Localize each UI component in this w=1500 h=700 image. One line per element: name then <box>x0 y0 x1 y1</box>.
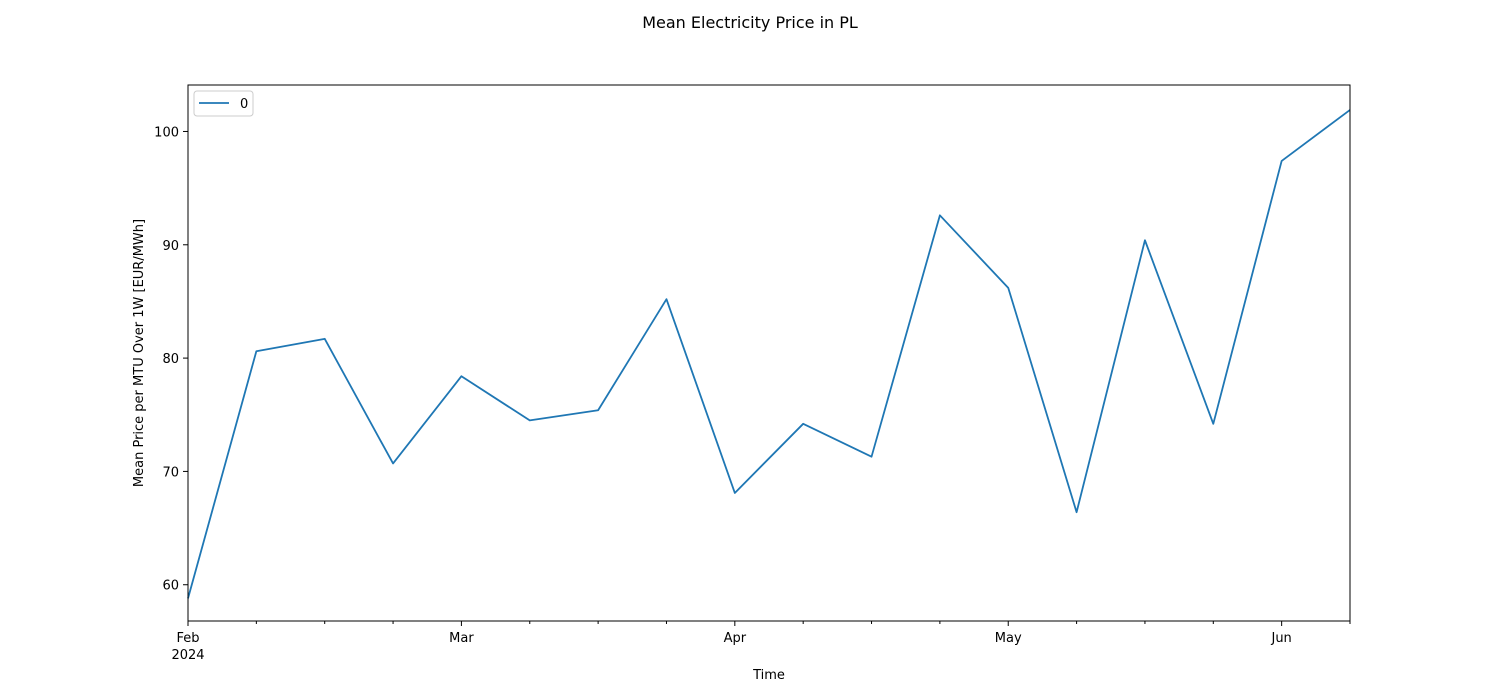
series-line <box>187 109 1351 599</box>
data-point <box>1144 239 1146 241</box>
data-point <box>1281 160 1283 162</box>
data-point <box>597 409 599 411</box>
x-tick-label: May <box>995 631 1022 646</box>
data-point <box>665 298 667 300</box>
y-tick-label: 100 <box>154 125 179 140</box>
data-point <box>460 375 462 377</box>
y-tick-label: 90 <box>162 239 179 254</box>
x-tick-label: Feb <box>176 631 199 646</box>
data-point <box>1212 423 1214 425</box>
plot-area: 60 70 80 90 100 Feb 2024 Mar Apr May Jun <box>154 109 1351 663</box>
data-point <box>734 492 736 494</box>
data-point <box>529 419 531 421</box>
data-point <box>1076 511 1078 513</box>
legend-label: 0 <box>240 97 248 112</box>
x-tick-label: Jun <box>1270 631 1291 646</box>
legend: 0 <box>193 90 254 117</box>
data-point <box>255 350 257 352</box>
data-point <box>939 214 941 216</box>
y-axis-label: Mean Price per MTU Over 1W [EUR/MWh] <box>132 219 147 487</box>
chart-title: Mean Electricity Price in PL <box>642 13 858 32</box>
data-point <box>392 462 394 464</box>
y-tick-label: 70 <box>162 465 179 480</box>
y-tick-label: 80 <box>162 352 179 367</box>
data-point <box>802 423 804 425</box>
x-tick-label: Mar <box>449 631 474 646</box>
x-tick-year-label: 2024 <box>171 648 204 663</box>
y-tick-label: 60 <box>162 579 179 594</box>
data-point <box>324 338 326 340</box>
data-point <box>871 456 873 458</box>
x-axis-label: Time <box>752 668 785 683</box>
x-tick-label: Apr <box>724 631 747 646</box>
axes-frame <box>187 84 1351 622</box>
data-point <box>1007 287 1009 289</box>
